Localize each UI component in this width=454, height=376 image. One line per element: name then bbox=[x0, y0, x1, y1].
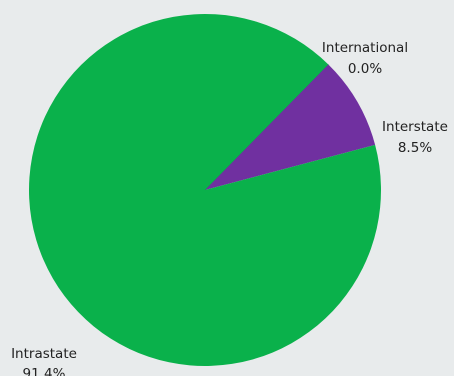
pie-labels: International 0.0% Interstate 8.5% Intrastat… bbox=[11, 40, 448, 376]
pie-slices bbox=[28, 14, 381, 367]
label-intrastate-value: 91.4% bbox=[23, 366, 66, 376]
slice-interstate bbox=[205, 64, 376, 190]
slice-intrastate bbox=[28, 14, 381, 367]
label-interstate-name: Interstate bbox=[382, 119, 448, 135]
label-international-value: 0.0% bbox=[348, 61, 382, 77]
label-intrastate-name: Intrastate bbox=[11, 346, 77, 362]
label-international-name: International bbox=[322, 40, 408, 56]
label-interstate-value: 8.5% bbox=[398, 140, 432, 156]
